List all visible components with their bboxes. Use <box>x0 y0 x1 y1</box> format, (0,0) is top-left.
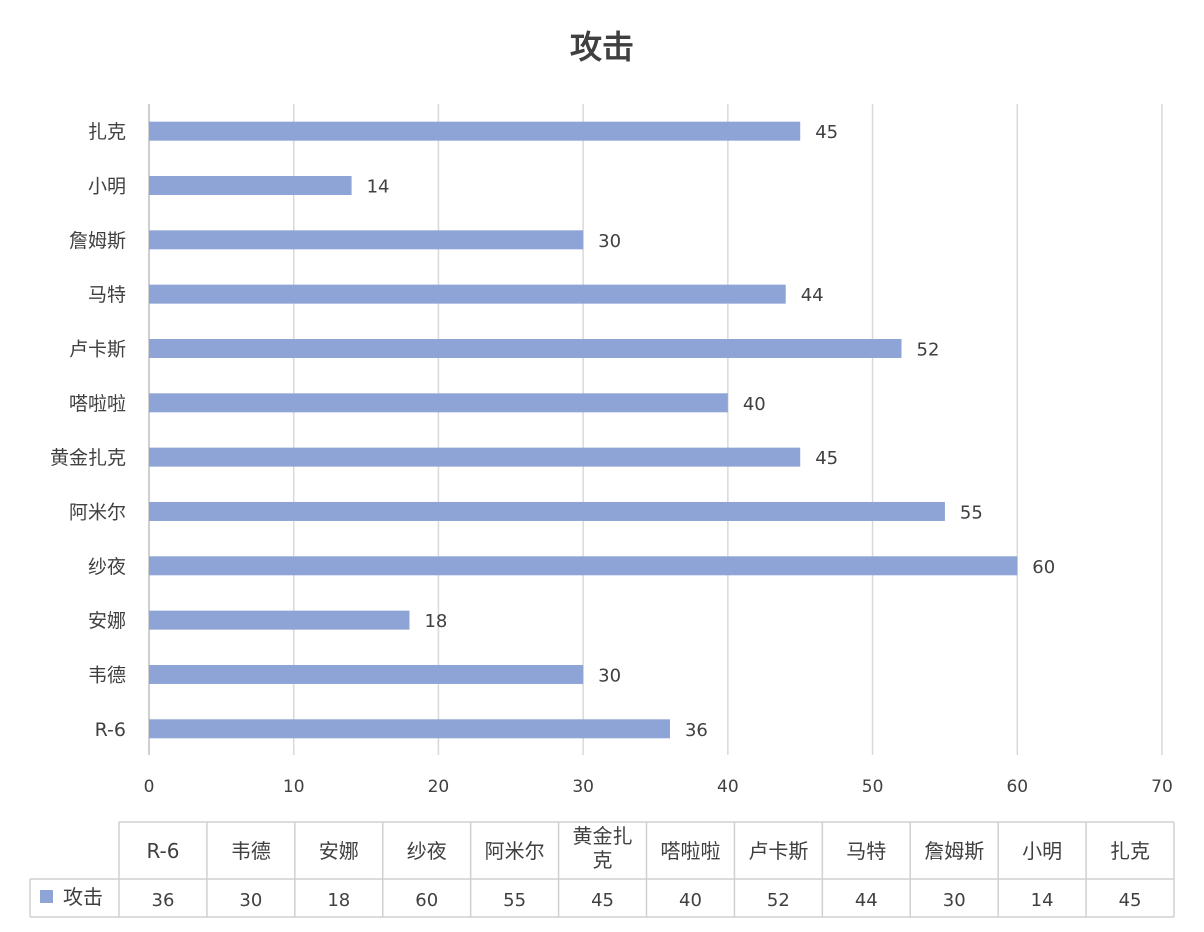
table-value-cell: 60 <box>415 890 438 911</box>
x-tick-label: 40 <box>717 777 739 797</box>
bar <box>149 610 410 630</box>
data-label: 18 <box>424 611 447 632</box>
data-label: 60 <box>1032 557 1055 578</box>
data-label: 30 <box>598 665 621 686</box>
category-label: R-6 <box>95 719 126 741</box>
table-header-cell: R-6 <box>146 839 179 863</box>
bar <box>149 447 801 467</box>
data-label: 14 <box>367 176 390 197</box>
bar <box>149 393 728 413</box>
category-label: 嗒啦啦 <box>69 393 126 415</box>
table-header-cell: 扎克 <box>1110 839 1150 863</box>
data-label: 44 <box>801 285 824 306</box>
table-header-cell: 韦德 <box>231 839 271 863</box>
x-tick-label: 0 <box>144 777 155 797</box>
category-label: 詹姆斯 <box>69 230 126 252</box>
category-label: 马特 <box>88 284 126 306</box>
bar <box>149 284 786 304</box>
x-tick-label: 50 <box>862 777 884 797</box>
data-label: 40 <box>743 394 766 415</box>
bar <box>149 501 945 521</box>
category-label: 阿米尔 <box>69 501 126 523</box>
bar <box>149 556 1018 576</box>
data-label: 30 <box>598 231 621 252</box>
bar <box>149 664 584 684</box>
data-label: 45 <box>815 122 838 143</box>
category-label: 安娜 <box>88 610 126 632</box>
chart-title: 攻击 <box>570 28 634 66</box>
table-value-cell: 18 <box>327 890 350 911</box>
category-label: 韦德 <box>88 664 126 686</box>
category-label: 小明 <box>88 175 126 197</box>
data-label: 36 <box>685 720 708 741</box>
data-labels: 36 30 18 60 55 45 40 52 44 30 14 45 <box>367 122 1056 741</box>
gridlines <box>148 104 1163 755</box>
table-value-cell: 44 <box>855 890 878 911</box>
legend-key <box>40 890 53 903</box>
data-label: 52 <box>917 339 940 360</box>
table-header-cell: 詹姆斯 <box>924 839 984 863</box>
table-header-cell: 嗒啦啦 <box>660 839 720 863</box>
value-axis: 0 10 20 30 40 50 60 70 <box>144 777 1173 797</box>
x-tick-label: 20 <box>428 777 450 797</box>
table-value-cell: 40 <box>679 890 702 911</box>
bar <box>149 121 801 141</box>
bar <box>149 719 670 739</box>
table-value-cell: 30 <box>239 890 262 911</box>
table-value-cell: 45 <box>591 890 614 911</box>
category-label: 纱夜 <box>88 556 126 578</box>
x-tick-label: 10 <box>283 777 305 797</box>
table-value-cell: 36 <box>152 890 175 911</box>
data-label: 45 <box>815 448 838 469</box>
table-value-cell: 55 <box>503 890 526 911</box>
table-value-cell: 30 <box>943 890 966 911</box>
x-tick-label: 60 <box>1006 777 1028 797</box>
category-label: 黄金扎克 <box>50 447 126 469</box>
category-axis: R-6 韦德 安娜 纱夜 阿米尔 黄金扎克 嗒啦啦 卢卡斯 马特 詹姆斯 小明 扎克 <box>50 121 126 741</box>
bar <box>149 230 584 250</box>
data-label: 55 <box>960 502 983 523</box>
table-header-cell: 马特 <box>846 839 886 863</box>
table-header-cell: 小明 <box>1022 839 1062 863</box>
x-tick-label: 30 <box>572 777 594 797</box>
category-label: 卢卡斯 <box>69 338 126 360</box>
table-value-cell: 14 <box>1031 890 1054 911</box>
category-label: 扎克 <box>88 121 126 143</box>
bar <box>149 338 902 358</box>
legend-series-name: 攻击 <box>63 885 103 909</box>
table-header-cell: 黄金扎克 <box>573 824 633 872</box>
table-header-cell: 阿米尔 <box>485 839 545 863</box>
table-value-cell: 45 <box>1119 890 1142 911</box>
table-header-cell: 纱夜 <box>407 839 447 863</box>
bar <box>149 175 352 195</box>
table-header-cell: 安娜 <box>319 839 359 863</box>
table-header-cell: 卢卡斯 <box>748 839 808 863</box>
bars <box>149 121 1018 739</box>
data-table: 攻击 R-6 36 韦德 30 安娜 18 纱夜 60 阿米尔 55 黄金扎克 45 嗒啦啦 40 卢卡斯 52… <box>29 821 1175 918</box>
x-tick-label: 70 <box>1151 777 1173 797</box>
table-value-cell: 52 <box>767 890 790 911</box>
